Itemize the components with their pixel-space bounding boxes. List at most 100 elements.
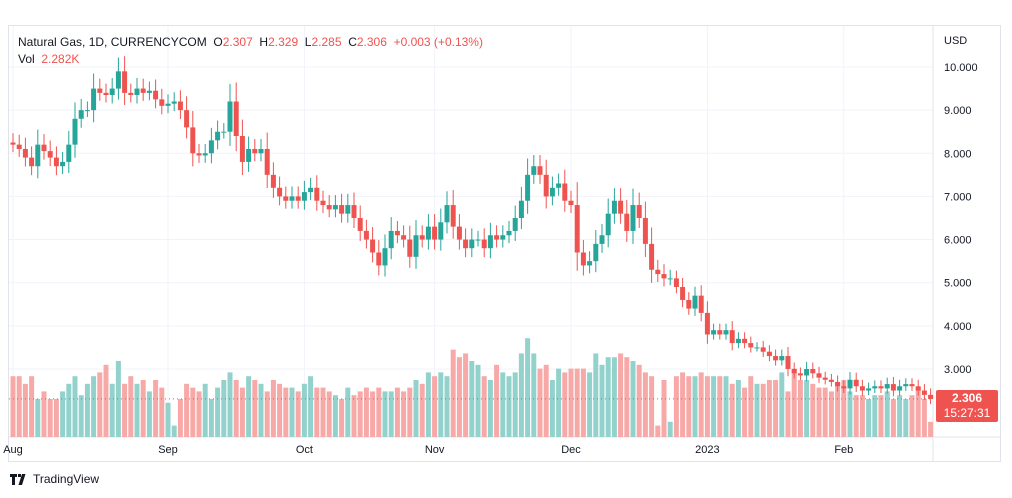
candle-body	[115, 71, 121, 89]
volume-bar	[84, 383, 90, 437]
volume-bar	[735, 380, 741, 437]
volume-bar	[742, 387, 748, 437]
volume-bar	[531, 353, 537, 437]
volume-bar	[642, 372, 648, 437]
candle-body	[698, 295, 704, 313]
volume-bar	[841, 380, 847, 437]
candle-body	[227, 101, 233, 132]
volume-bar	[29, 376, 35, 437]
volume-bar	[208, 399, 214, 437]
candle-body	[884, 384, 890, 389]
candle-body	[270, 174, 276, 188]
candle-body	[177, 101, 183, 111]
candle-body	[345, 205, 351, 214]
candle-body	[208, 140, 214, 154]
candle-body	[419, 235, 425, 240]
volume-bar	[587, 372, 593, 437]
candle-body	[128, 92, 134, 96]
volume-legend: Vol 2.282K	[18, 52, 79, 66]
candle-body	[587, 261, 593, 266]
candle-body	[618, 200, 624, 214]
candle-body	[134, 88, 140, 96]
candle-body	[376, 252, 382, 266]
candle-body	[816, 373, 822, 378]
volume-bar	[153, 380, 159, 437]
volume-bar	[884, 391, 890, 437]
candle-body	[903, 384, 909, 387]
volume-bar	[791, 368, 797, 437]
volume-bar	[618, 353, 624, 437]
candle-body	[921, 390, 927, 395]
candle-body	[673, 278, 679, 288]
candle-body	[599, 235, 605, 244]
volume-bar	[611, 357, 617, 437]
candle-body	[866, 388, 872, 391]
price-tick-label: 9.000	[944, 105, 972, 117]
candle-body	[531, 166, 537, 175]
candle-body	[537, 166, 543, 175]
candle-body	[543, 174, 549, 197]
candle-body	[605, 213, 611, 236]
candle-body	[215, 131, 221, 141]
volume-bar	[444, 376, 450, 437]
volume-bar	[159, 387, 165, 437]
candle-body	[97, 88, 103, 93]
time-tick-label: Dec	[561, 444, 581, 456]
candle-body	[494, 235, 500, 240]
candle-body	[444, 205, 450, 223]
volume-bar	[165, 402, 171, 437]
candle-body	[122, 71, 128, 93]
volume-bar	[518, 353, 524, 437]
candle-body	[320, 200, 326, 206]
volume-bar	[692, 376, 698, 437]
volume-bar	[779, 372, 785, 437]
volume-bar	[109, 383, 115, 437]
ohlc-legend: Natural Gas, 1D, CURRENCYCOM O2.307 H2.3…	[18, 35, 483, 49]
volume-bar	[816, 387, 822, 437]
volume-bar	[500, 372, 506, 437]
volume-bar	[425, 372, 431, 437]
volume-bar	[171, 425, 177, 437]
volume-bar	[326, 391, 332, 437]
volume-bar	[549, 380, 555, 437]
volume-bar	[438, 372, 444, 437]
volume-bar	[351, 395, 357, 437]
candle-body	[568, 200, 574, 206]
volume-bar	[599, 364, 605, 437]
tradingview-attribution[interactable]: TradingView	[10, 472, 99, 486]
candle-body	[791, 368, 797, 374]
candle-body	[915, 386, 921, 391]
volume-bar	[122, 383, 128, 437]
candle-body	[475, 239, 481, 241]
candle-body	[221, 131, 227, 133]
candle-body	[723, 330, 729, 335]
chart-frame[interactable]	[8, 25, 1001, 462]
candle-body	[382, 248, 388, 266]
price-tick-label: 8.000	[944, 148, 972, 160]
candle-body	[277, 187, 283, 197]
volume-bar	[320, 387, 326, 437]
volume-bar	[605, 357, 611, 437]
change-value: +0.003 (+0.13%)	[393, 35, 483, 49]
volume-bar	[872, 395, 878, 437]
volume-bar	[53, 399, 59, 437]
candle-body	[717, 330, 723, 335]
time-tick-label: Oct	[296, 444, 313, 456]
volume-bar	[711, 376, 717, 437]
candle-body	[16, 144, 22, 149]
volume-bar	[128, 376, 134, 437]
candle-body	[407, 239, 413, 257]
candle-body	[289, 196, 295, 201]
low-value: 2.285	[311, 35, 342, 49]
candle-body	[859, 386, 865, 391]
volume-bar	[673, 376, 679, 437]
volume-bar	[283, 387, 289, 437]
candle-body	[295, 196, 301, 201]
candle-body	[704, 312, 710, 335]
candle-body	[153, 90, 159, 100]
candle-body	[897, 386, 903, 391]
volume-bar	[748, 376, 754, 437]
volume-bar	[357, 391, 363, 437]
candle-body	[388, 230, 394, 249]
